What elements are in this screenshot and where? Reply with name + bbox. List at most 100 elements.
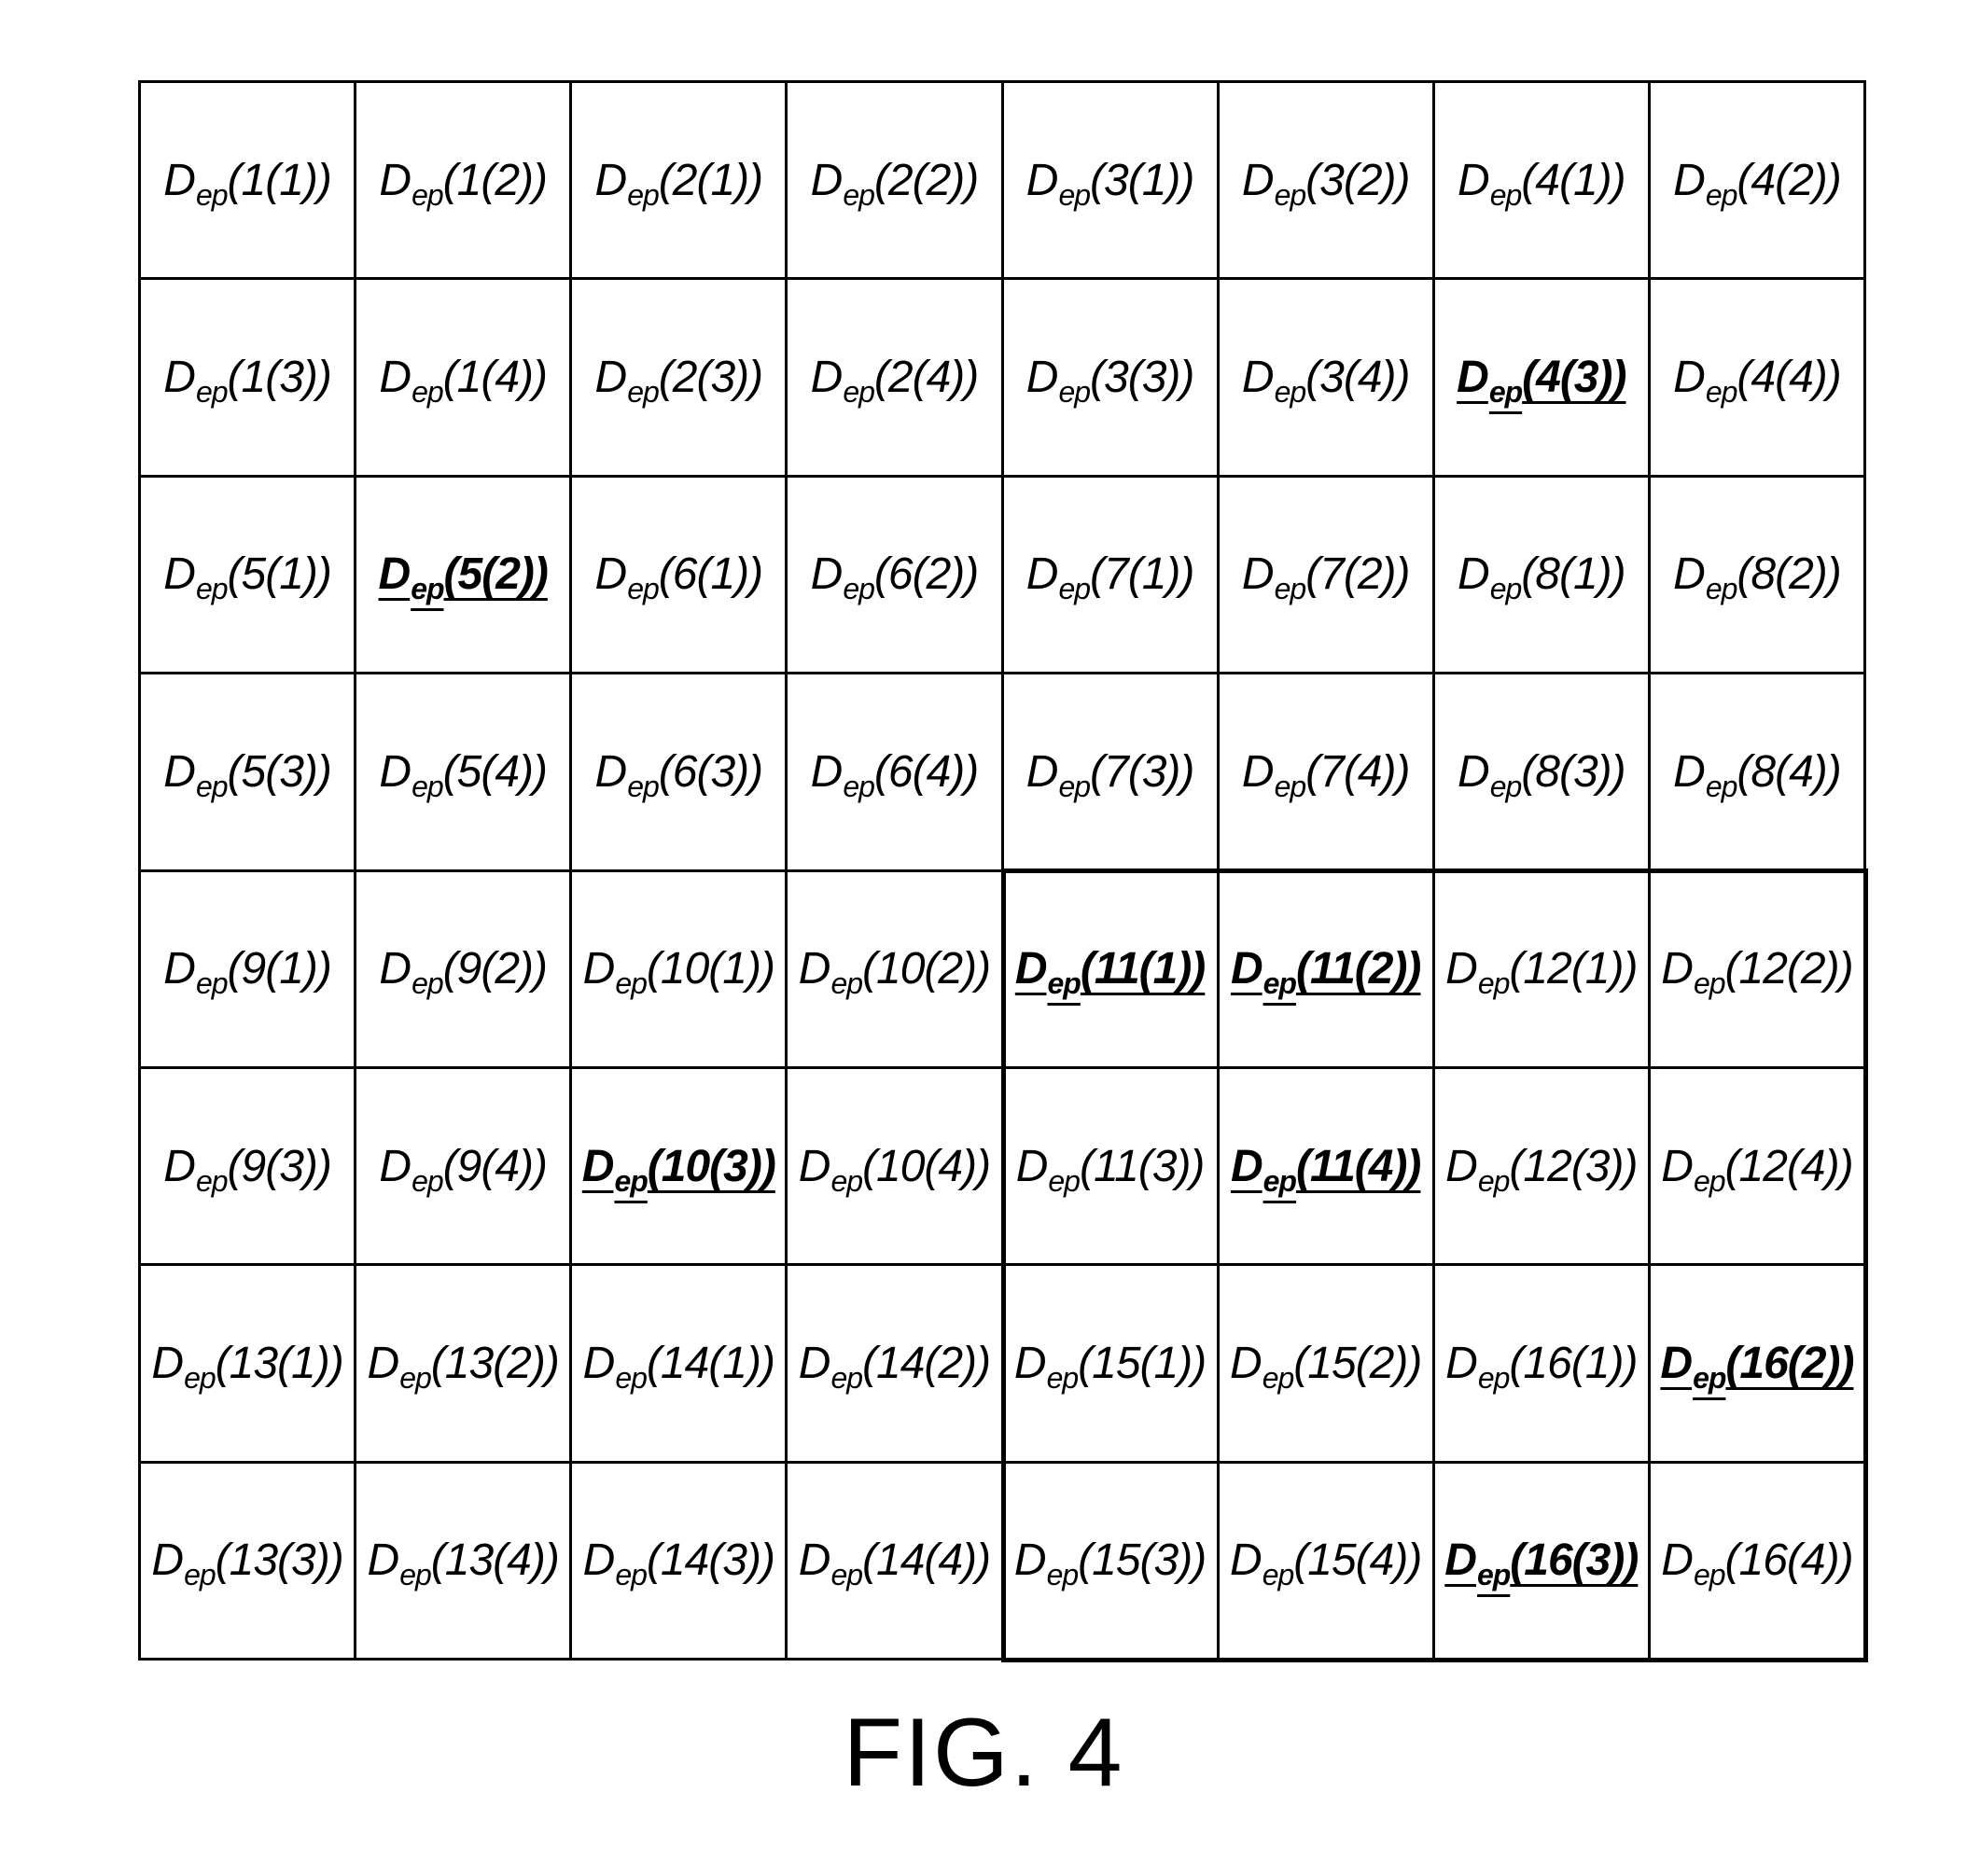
- grid-cell: Dep(7(1)): [1004, 478, 1220, 674]
- grid-cell: Dep(14(2)): [788, 1266, 1003, 1463]
- grid-cell: Dep(2(4)): [788, 280, 1003, 477]
- cell-index: (12(4)): [1725, 1141, 1853, 1192]
- cell-symbol: D: [811, 352, 843, 403]
- cell-symbol: D: [163, 746, 195, 798]
- grid-cell: Dep(4(1)): [1435, 83, 1651, 280]
- cell-subscript: ep: [1058, 572, 1090, 606]
- cell-index: (11(2)): [1296, 943, 1420, 994]
- cell-index: (15(2)): [1293, 1338, 1421, 1389]
- cell-symbol: D: [1458, 549, 1489, 600]
- cell-subscript: ep: [627, 770, 659, 804]
- cell-symbol: D: [1661, 1141, 1693, 1192]
- grid-cell: Dep(16(3)): [1435, 1464, 1651, 1661]
- cell-index: (4(2)): [1737, 155, 1840, 206]
- grid-cell: Dep(14(1)): [572, 1266, 788, 1463]
- cell-symbol: D: [1445, 943, 1477, 994]
- cell-index: (7(2)): [1305, 549, 1409, 600]
- cell-symbol: D: [583, 943, 615, 994]
- cell-subscript: ep: [196, 178, 228, 213]
- cell-subscript: ep: [196, 375, 228, 410]
- cell-subscript: ep: [1490, 572, 1522, 606]
- cell-symbol: D: [163, 549, 195, 600]
- grid-cell: Dep(15(4)): [1220, 1464, 1435, 1661]
- cell-index: (7(3)): [1090, 746, 1193, 798]
- cell-index: (14(4)): [862, 1535, 990, 1586]
- cell-index: (16(4)): [1725, 1535, 1853, 1586]
- cell-symbol: D: [379, 352, 411, 403]
- cell-subscript: ep: [830, 1164, 862, 1199]
- cell-symbol: D: [1242, 746, 1274, 798]
- cell-index: (11(1)): [1081, 943, 1205, 994]
- cell-index: (9(3)): [228, 1141, 331, 1192]
- cell-subscript: ep: [1478, 966, 1510, 1001]
- cell-index: (8(3)): [1521, 746, 1625, 798]
- cell-subscript: ep: [1693, 1361, 1725, 1396]
- cell-index: (16(2)): [1725, 1338, 1853, 1389]
- cell-index: (9(4)): [443, 1141, 547, 1192]
- cell-subscript: ep: [1694, 966, 1725, 1001]
- cell-subscript: ep: [412, 966, 443, 1001]
- cell-index: (10(2)): [862, 943, 990, 994]
- figure-caption: FIG. 4: [0, 1698, 1967, 1809]
- grid-cell: Dep(8(2)): [1651, 478, 1866, 674]
- cell-symbol: D: [1673, 549, 1705, 600]
- cell-subscript: ep: [615, 1361, 647, 1396]
- cell-symbol: D: [151, 1338, 183, 1389]
- cell-symbol: D: [595, 155, 627, 206]
- cell-subscript: ep: [1490, 178, 1522, 213]
- cell-symbol: D: [1458, 746, 1489, 798]
- cell-index: (14(2)): [862, 1338, 990, 1389]
- cell-index: (5(3)): [228, 746, 331, 798]
- cell-symbol: D: [1242, 549, 1274, 600]
- cell-subscript: ep: [1478, 1361, 1510, 1396]
- cell-symbol: D: [1444, 1535, 1476, 1586]
- grid-cell: Dep(11(1)): [1004, 872, 1220, 1069]
- cell-symbol: D: [379, 549, 411, 600]
- cell-symbol: D: [799, 1535, 830, 1586]
- cell-index: (16(1)): [1509, 1338, 1637, 1389]
- grid-cell: Dep(5(2)): [356, 478, 572, 674]
- grid-cell: Dep(8(3)): [1435, 674, 1651, 871]
- cell-subscript: ep: [843, 572, 874, 606]
- macroblock-grid: Dep(1(1))Dep(1(2))Dep(2(1))Dep(2(2))Dep(…: [138, 80, 1866, 1661]
- grid-cell: Dep(12(1)): [1435, 872, 1651, 1069]
- grid-cell: Dep(12(2)): [1651, 872, 1866, 1069]
- grid-cell: Dep(5(1)): [141, 478, 356, 674]
- cell-subscript: ep: [627, 572, 659, 606]
- cell-subscript: ep: [830, 1361, 862, 1396]
- cell-subscript: ep: [411, 572, 443, 606]
- cell-index: (2(2)): [874, 155, 978, 206]
- grid-cell: Dep(9(3)): [141, 1069, 356, 1266]
- cell-index: (1(2)): [443, 155, 547, 206]
- cell-subscript: ep: [1263, 1361, 1294, 1396]
- cell-symbol: D: [1231, 943, 1263, 994]
- cell-subscript: ep: [1058, 375, 1090, 410]
- cell-symbol: D: [1026, 352, 1058, 403]
- cell-subscript: ep: [830, 1558, 862, 1592]
- cell-index: (13(4)): [431, 1535, 559, 1586]
- grid-cell: Dep(11(4)): [1220, 1069, 1435, 1266]
- cell-subscript: ep: [399, 1361, 431, 1396]
- cell-symbol: D: [595, 746, 627, 798]
- cell-symbol: D: [811, 746, 843, 798]
- grid-cell: Dep(1(4)): [356, 280, 572, 477]
- cell-index: (15(4)): [1293, 1535, 1421, 1586]
- cell-symbol: D: [1673, 155, 1705, 206]
- grid-cell: Dep(7(3)): [1004, 674, 1220, 871]
- cell-index: (1(3)): [228, 352, 331, 403]
- cell-symbol: D: [583, 1535, 615, 1586]
- cell-index: (3(4)): [1305, 352, 1409, 403]
- grid-cell: Dep(9(2)): [356, 872, 572, 1069]
- grid-cell: Dep(16(1)): [1435, 1266, 1651, 1463]
- figure-4-diagram: Dep(1(1))Dep(1(2))Dep(2(1))Dep(2(2))Dep(…: [138, 80, 1866, 1661]
- cell-subscript: ep: [412, 770, 443, 804]
- cell-index: (9(2)): [443, 943, 547, 994]
- grid-cell: Dep(10(2)): [788, 872, 1003, 1069]
- cell-symbol: D: [1230, 1338, 1262, 1389]
- cell-subscript: ep: [843, 375, 874, 410]
- cell-symbol: D: [1242, 352, 1274, 403]
- cell-subscript: ep: [627, 375, 659, 410]
- grid-cell: Dep(2(1)): [572, 83, 788, 280]
- grid-cell: Dep(15(1)): [1004, 1266, 1220, 1463]
- cell-subscript: ep: [627, 178, 659, 213]
